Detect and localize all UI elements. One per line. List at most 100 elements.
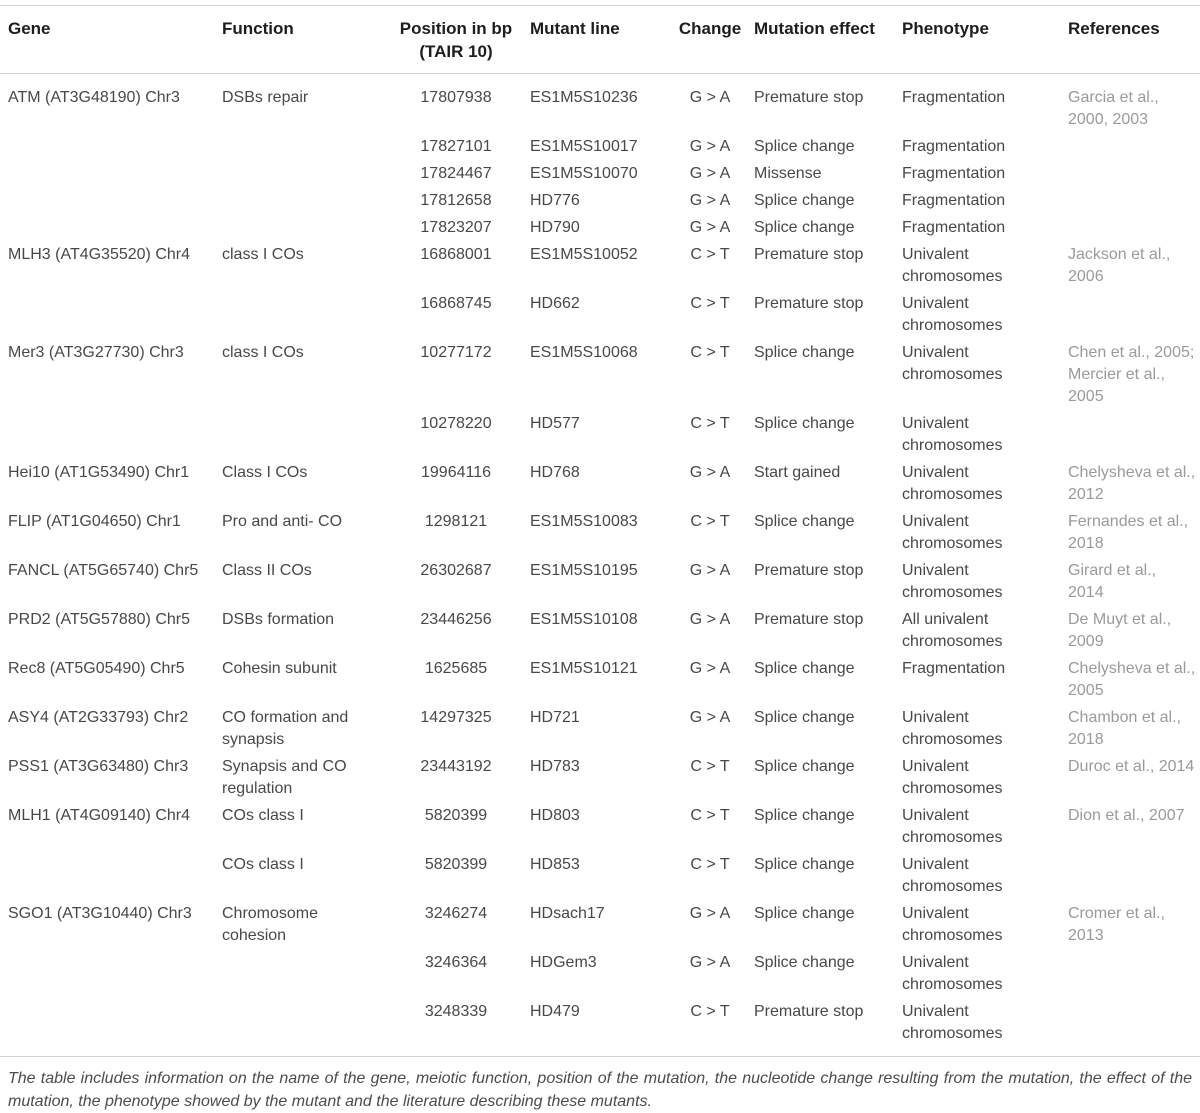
phenotype-cell: All univalent chromosomes [902, 611, 1003, 650]
gene-cell [0, 190, 222, 217]
position-cell: 5820399 [424, 807, 488, 824]
table-row: Mer3 (AT3G27730) Chr3 class I COs 10277172… [0, 342, 1200, 413]
position-cell: 17807938 [420, 89, 492, 106]
function-cell [222, 1001, 396, 1050]
phenotype-cell: Univalent chromosomes [902, 246, 1003, 285]
function-cell [222, 163, 396, 190]
change-cell: G > A [689, 709, 731, 726]
effect-cell: Splice change [754, 344, 855, 361]
column-header-change: Change [666, 6, 754, 74]
mutant_line-cell: HD662 [530, 295, 580, 312]
change-cell: G > A [689, 165, 731, 182]
references-cell: Chelysheva et al., 2012 [1068, 464, 1196, 503]
column-header-effect: Mutation effect [754, 6, 902, 74]
effect-cell: Start gained [754, 464, 841, 481]
table-row: 3248339 HD479 C > T Premature stop Univalent… [0, 1001, 1200, 1050]
table-row: ATM (AT3G48190) Chr3 DSBs repair 17807938 E… [0, 74, 1200, 137]
table-row: PRD2 (AT5G57880) Chr5 DSBs formation 23446… [0, 609, 1200, 658]
effect-cell: Premature stop [754, 611, 864, 628]
gene-cell [0, 952, 222, 1001]
table-row: 17812658 HD776 G > A Splice change Fragmenta… [0, 190, 1200, 217]
function-cell: DSBs repair [222, 89, 309, 106]
phenotype-cell: Univalent chromosomes [902, 709, 1003, 748]
effect-cell: Premature stop [754, 295, 864, 312]
change-cell: G > A [689, 562, 731, 579]
function-cell: Chromosome cohesion [222, 905, 319, 944]
mutant_line-cell: HD776 [530, 192, 580, 209]
change-cell: G > A [689, 464, 731, 481]
position-cell: 17812658 [420, 192, 492, 209]
references-cell: Fernandes et al., 2018 [1068, 513, 1189, 552]
position-cell: 14297325 [420, 709, 492, 726]
phenotype-cell: Univalent chromosomes [902, 905, 1003, 944]
mutant_line-cell: ES1M5S10068 [530, 344, 638, 361]
references-cell: Duroc et al., 2014 [1068, 758, 1195, 775]
phenotype-cell: Univalent chromosomes [902, 1003, 1003, 1042]
function-cell [222, 293, 396, 342]
position-cell: 1625685 [424, 660, 488, 677]
table-row: PSS1 (AT3G63480) Chr3 Synapsis and CO reg… [0, 756, 1200, 805]
gene-cell: ATM (AT3G48190) Chr3 [8, 89, 180, 106]
change-cell: G > A [689, 192, 731, 209]
function-cell [222, 136, 396, 163]
mutant_line-cell: HD721 [530, 709, 580, 726]
position-cell: 16868745 [420, 295, 492, 312]
phenotype-cell: Fragmentation [902, 165, 1006, 182]
references-cell: Cromer et al., 2013 [1068, 905, 1165, 944]
phenotype-cell: Fragmentation [902, 219, 1006, 236]
gene-cell: Mer3 (AT3G27730) Chr3 [8, 344, 184, 361]
change-cell: C > T [690, 415, 730, 432]
position-cell: 26302687 [420, 562, 492, 579]
effect-cell: Premature stop [754, 562, 864, 579]
table-row: MLH1 (AT4G09140) Chr4 COs class I 5820399 H… [0, 805, 1200, 854]
table-row: 10278220 HD577 C > T Splice change Univalent… [0, 413, 1200, 462]
function-cell [222, 190, 396, 217]
position-cell: 19964116 [421, 464, 491, 481]
position-cell: 17824467 [420, 165, 492, 182]
effect-cell: Splice change [754, 905, 855, 922]
references-cell: Dion et al., 2007 [1068, 807, 1185, 824]
bottom-rule [0, 1056, 1200, 1057]
change-cell: C > T [690, 1003, 730, 1020]
phenotype-cell: Univalent chromosomes [902, 954, 1003, 993]
top-rule [0, 5, 1200, 6]
gene-cell: FANCL (AT5G65740) Chr5 [8, 562, 199, 579]
change-cell: G > A [689, 89, 731, 106]
mutant_line-cell: HD479 [530, 1003, 580, 1020]
function-cell: class I COs [222, 344, 304, 361]
references-cell: Chen et al., 2005; Mercier et al., 2005 [1068, 344, 1195, 405]
position-cell: 3246364 [424, 954, 488, 971]
position-cell: 17823207 [420, 219, 492, 236]
gene-cell [0, 1001, 222, 1050]
position-cell: 10278220 [420, 415, 492, 432]
column-header-references: References [1068, 6, 1200, 74]
references-cell [1068, 293, 1200, 342]
references-cell [1068, 136, 1200, 163]
phenotype-cell: Univalent chromosomes [902, 758, 1003, 797]
table-row: 17824467 ES1M5S10070 G > A Missense Fragment… [0, 163, 1200, 190]
references-cell [1068, 163, 1200, 190]
function-cell: CO formation and synapsis [222, 709, 349, 748]
mutant_line-cell: HDGem3 [530, 954, 597, 971]
change-cell: G > A [689, 138, 731, 155]
table-row: 3246364 HDGem3 G > A Splice change Univalent… [0, 952, 1200, 1001]
effect-cell: Splice change [754, 758, 855, 775]
effect-cell: Splice change [754, 807, 855, 824]
table-row: FLIP (AT1G04650) Chr1 Pro and anti- CO 129… [0, 511, 1200, 560]
phenotype-cell: Univalent chromosomes [902, 513, 1003, 552]
change-cell: C > T [690, 807, 730, 824]
references-cell [1068, 217, 1200, 244]
table-row: Rec8 (AT5G05490) Chr5 Cohesin subunit 1625… [0, 658, 1200, 707]
position-cell: 16868001 [420, 246, 492, 263]
gene-cell: MLH3 (AT4G35520) Chr4 [8, 246, 190, 263]
gene-cell [0, 854, 222, 903]
gene-cell: MLH1 (AT4G09140) Chr4 [8, 807, 190, 824]
gene-cell [0, 413, 222, 462]
references-cell [1068, 190, 1200, 217]
function-cell: Class I COs [222, 464, 308, 481]
gene-cell: PSS1 (AT3G63480) Chr3 [8, 758, 189, 775]
position-cell: 10277172 [420, 344, 492, 361]
position-cell: 23446256 [420, 611, 492, 628]
change-cell: C > T [690, 246, 730, 263]
column-header-position: Position in bp (TAIR 10) [396, 6, 516, 74]
